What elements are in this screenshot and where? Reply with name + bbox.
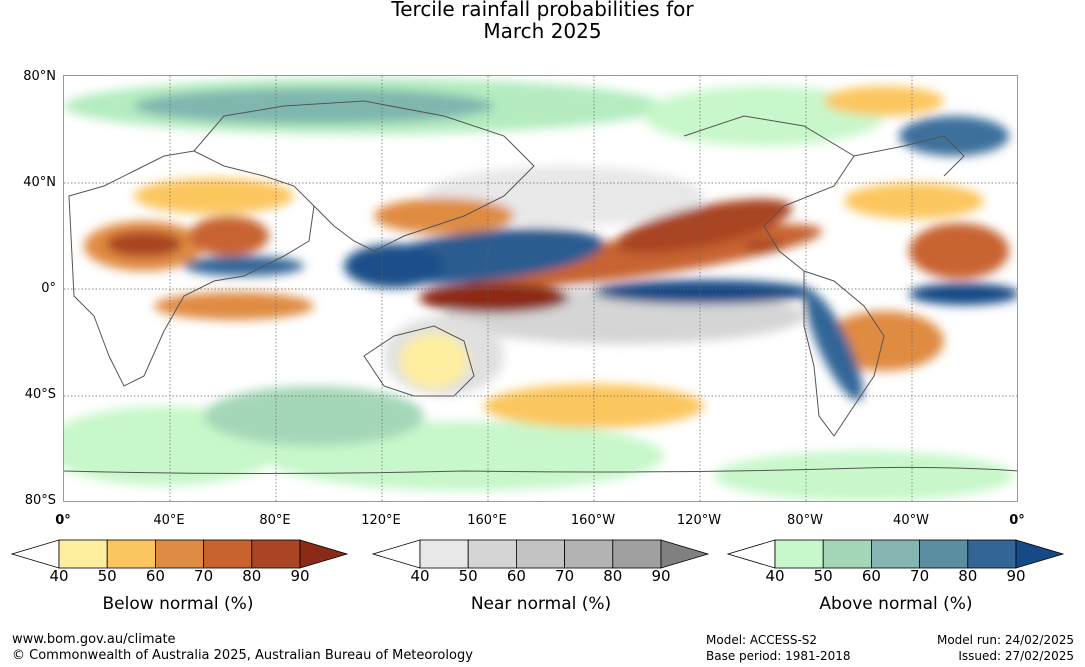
lon-label-0-left: 0°	[55, 513, 71, 528]
lat-label-0: 0°	[41, 281, 56, 296]
rainfall-probability-map	[63, 75, 1018, 502]
legend-near-swatch-3	[516, 539, 566, 569]
legend-above-tick-label: 90	[1006, 567, 1026, 585]
legend-above-swatch-5	[967, 539, 1017, 569]
legend-above-upper-tip	[1015, 539, 1065, 569]
legend-above-lower-tip	[726, 539, 776, 569]
graticule	[64, 76, 1017, 501]
lon-label-40w: 40°W	[893, 513, 929, 528]
legend-near-swatch-4	[564, 539, 614, 569]
probability-fields	[64, 78, 1017, 501]
lat-label-40n: 40°N	[23, 175, 56, 190]
legend-above-tick-label: 50	[813, 567, 833, 585]
legend-near-lower-tip	[371, 539, 421, 569]
map-svg	[64, 76, 1017, 501]
legend-below-tick-label: 40	[49, 567, 69, 585]
legend-above-swatch-3	[871, 539, 921, 569]
lon-label-80w: 80°W	[787, 513, 823, 528]
legend-near-upper-tip	[660, 539, 710, 569]
legend-near-tick-label: 90	[651, 567, 671, 585]
legend-below-swatch-5	[251, 539, 301, 569]
lon-label-80e: 80°E	[259, 513, 291, 528]
footer-model-run: Model run: 24/02/2025	[936, 633, 1074, 647]
coastlines	[64, 100, 1017, 474]
legend-above-tick-label: 60	[861, 567, 881, 585]
legend-near-tick-label: 80	[603, 567, 623, 585]
legend-near-tick-label: 70	[555, 567, 575, 585]
lon-label-0-right: 0°	[1009, 513, 1025, 528]
legend-above-tick-label: 70	[910, 567, 930, 585]
legend-below-tick-label: 90	[290, 567, 310, 585]
footer-copyright: © Commonwealth of Australia 2025, Austra…	[12, 648, 473, 663]
legend-caption-near: Near normal (%)	[470, 594, 612, 614]
lat-label-40s: 40°S	[24, 387, 56, 402]
legend-below-upper-tip	[299, 539, 349, 569]
legend-near-tick-label: 40	[410, 567, 430, 585]
footer-issued: Issued: 27/02/2025	[958, 649, 1074, 663]
legend-near-tick-label: 50	[458, 567, 478, 585]
legend-near-swatch-2	[467, 539, 517, 569]
legend-below-swatch-4	[203, 539, 253, 569]
lon-label-120w: 120°W	[676, 513, 722, 528]
lat-label-80s: 80°S	[24, 493, 56, 508]
legend-above-tick-label: 40	[765, 567, 785, 585]
map-title-line2: March 2025	[483, 19, 602, 43]
legend-below-tick-label: 60	[145, 567, 165, 585]
footer-base-period: Base period: 1981-2018	[706, 649, 851, 663]
footer-model: Model: ACCESS-S2	[706, 633, 818, 647]
legend-above-swatch-4	[919, 539, 969, 569]
legend-above-swatch-1	[774, 539, 824, 569]
legend-near-swatch-5	[612, 539, 662, 569]
legend-below-swatch-3	[154, 539, 204, 569]
legend-above-swatch-2	[822, 539, 872, 569]
map-title-line1: Tercile rainfall probabilities for	[391, 0, 694, 21]
lon-label-120e: 120°E	[361, 513, 401, 528]
legend-below-swatch-1	[58, 539, 108, 569]
legend-caption-above: Above normal (%)	[819, 594, 973, 614]
lat-label-80n: 80°N	[23, 69, 56, 84]
legend-above-tick-label: 80	[958, 567, 978, 585]
legend-below-lower-tip	[10, 539, 60, 569]
footer-website: www.bom.gov.au/climate	[12, 632, 176, 647]
legend-near-swatch-1	[419, 539, 469, 569]
lon-label-160w: 160°W	[570, 513, 616, 528]
legend-near-tick-label: 60	[506, 567, 526, 585]
legend-below-tick-label: 70	[194, 567, 214, 585]
legend-below-swatch-2	[106, 539, 156, 569]
legend-colorbars	[10, 539, 1065, 569]
legend-below-tick-label: 50	[97, 567, 117, 585]
legend-below-tick-label: 80	[242, 567, 262, 585]
legend-caption-below: Below normal (%)	[102, 594, 254, 614]
lon-label-160e: 160°E	[467, 513, 507, 528]
lon-label-40e: 40°E	[153, 513, 185, 528]
